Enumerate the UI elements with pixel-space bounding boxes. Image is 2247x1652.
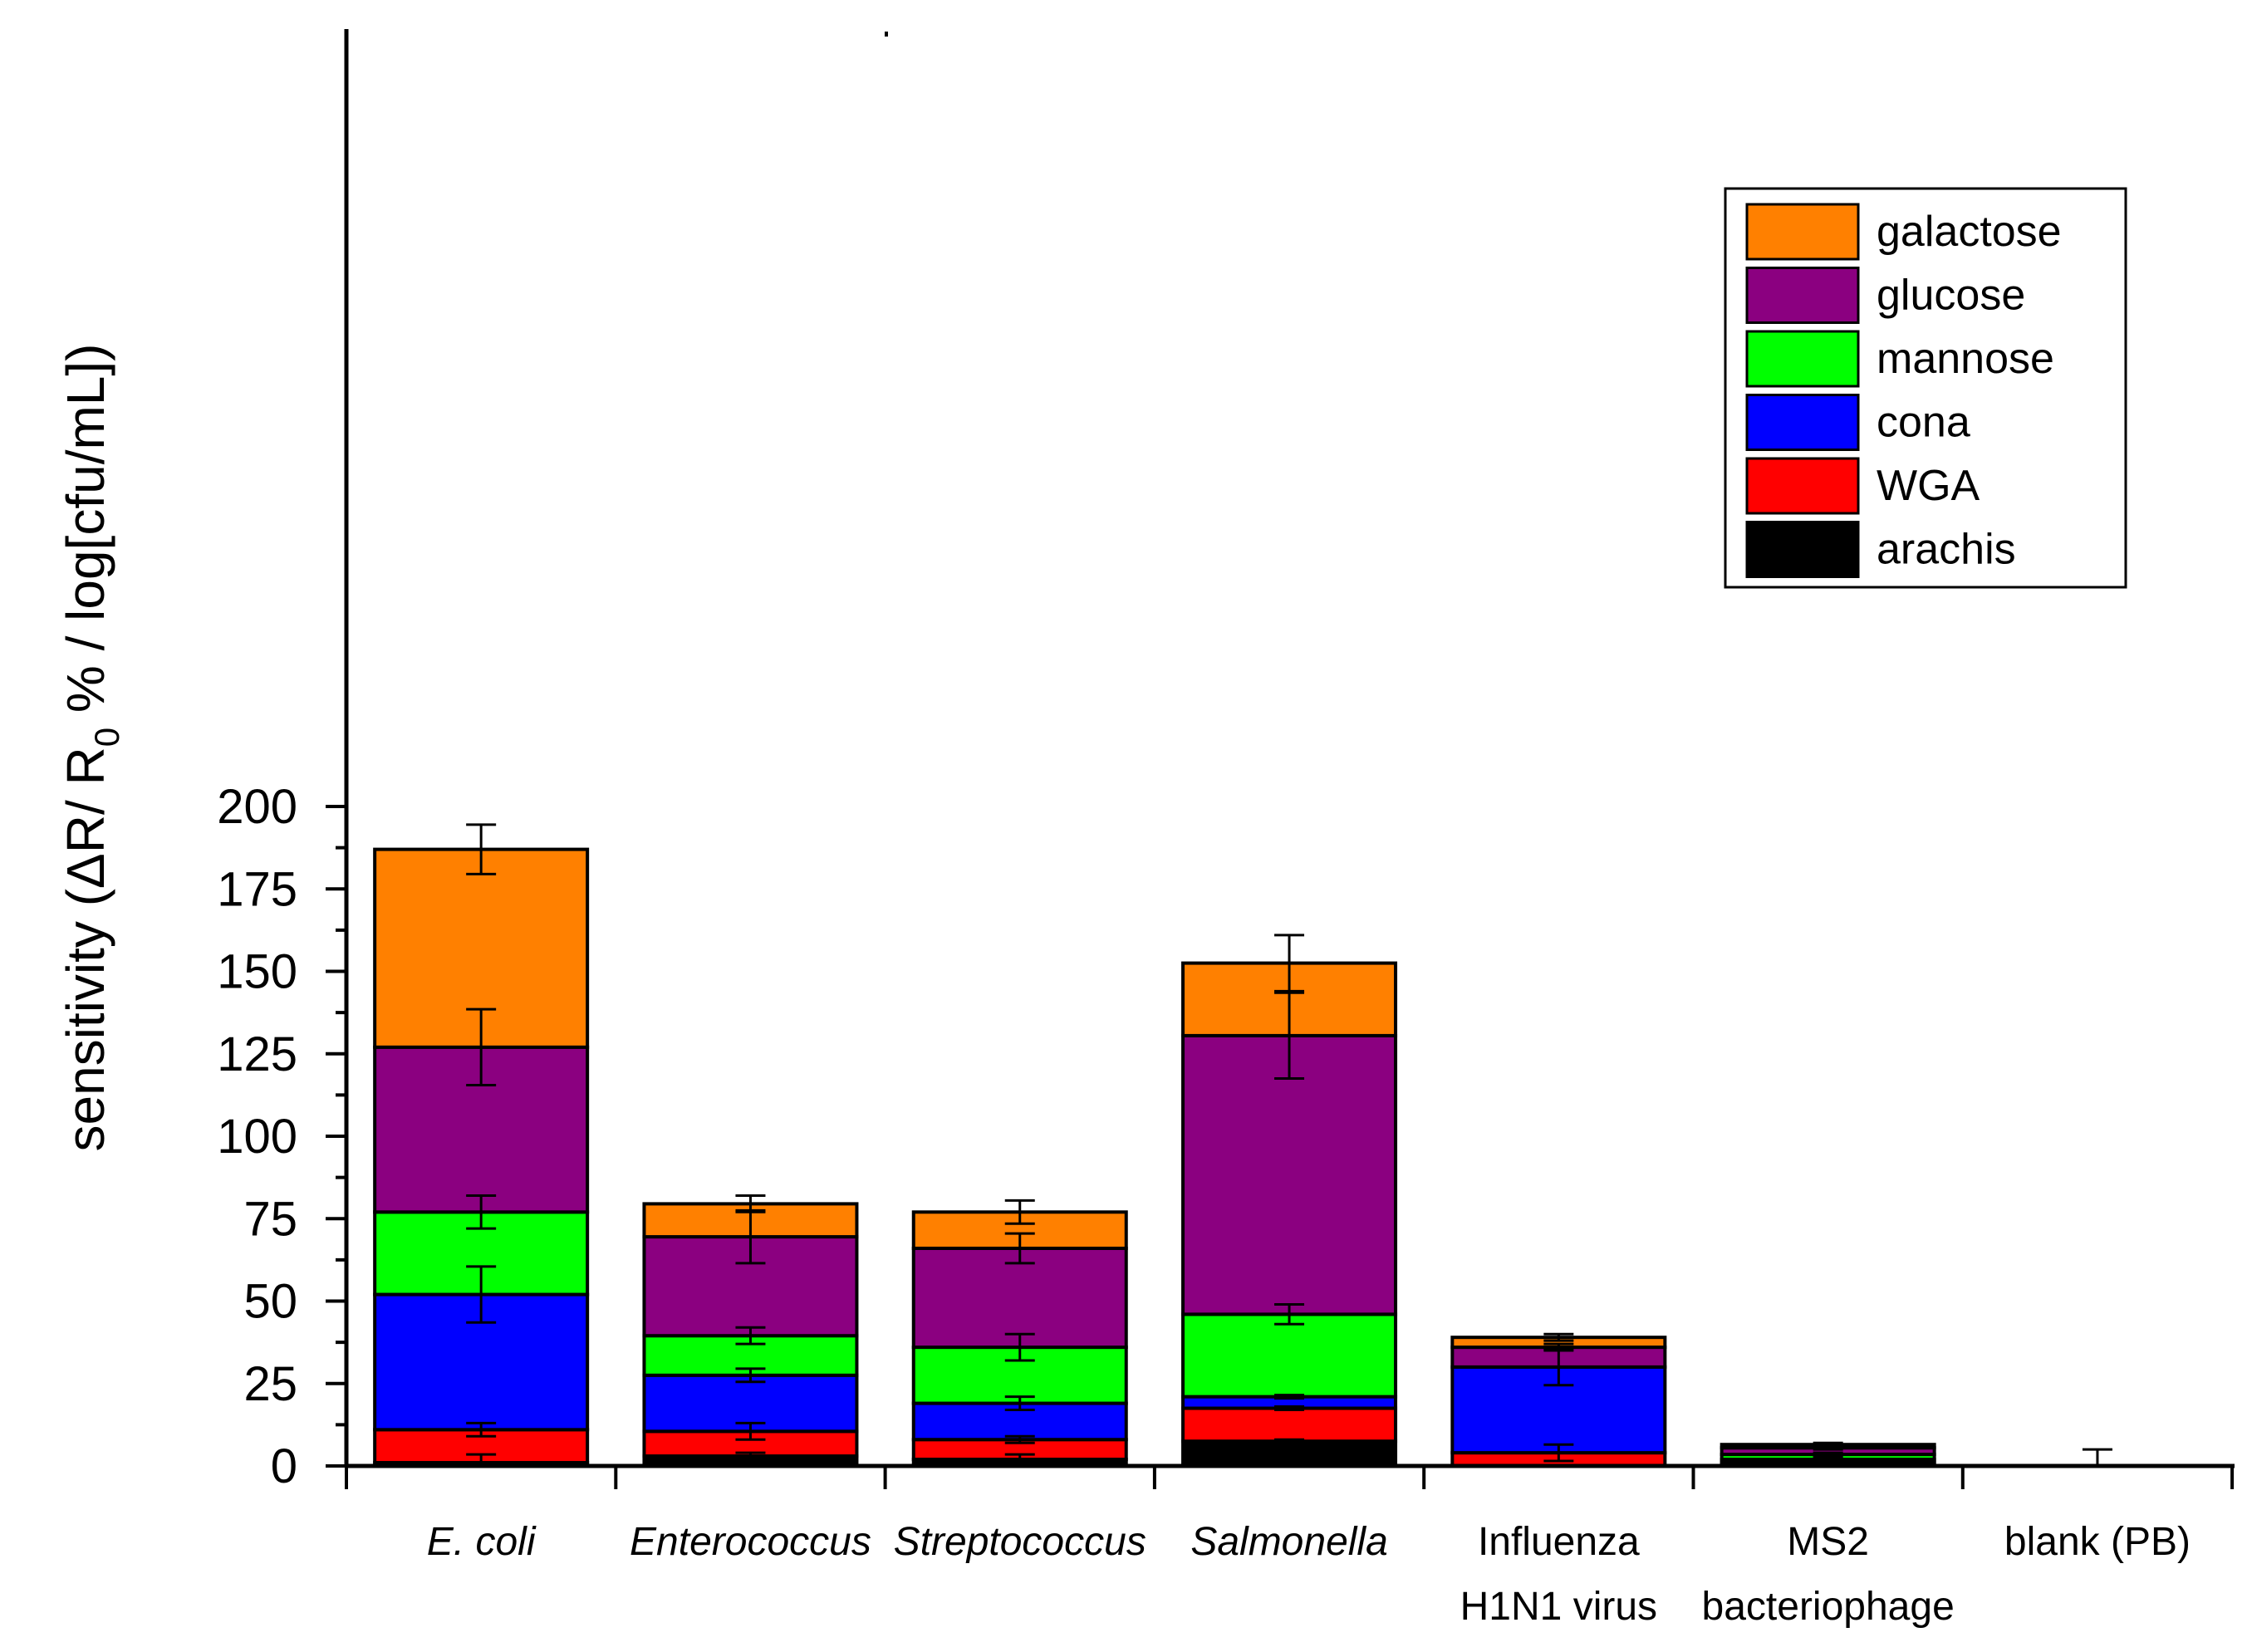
error-bar-wga-enterococcus <box>735 1421 766 1441</box>
error-bar-cona-streptococcus <box>1004 1395 1035 1412</box>
error-bar-wga-influenza-h1n1-virus <box>1543 1443 1574 1463</box>
legend-label-cona: cona <box>1877 399 1970 447</box>
legend-label-glucose: glucose <box>1877 272 2025 320</box>
error-bar-cona-salmonella <box>1274 1394 1305 1400</box>
bar-segment-arachis-salmonella <box>1181 1439 1398 1468</box>
legend-swatch-mannose <box>1745 330 1860 388</box>
error-bar-arachis-salmonella <box>1274 1438 1305 1444</box>
axes-layer <box>344 29 2235 1468</box>
legend-label-galactose: galactose <box>1877 208 2062 256</box>
legend-label-wga: WGA <box>1877 462 1980 510</box>
error-bar-wga-e-coli <box>466 1421 497 1438</box>
legend: galactose glucose mannose cona WGA arachis <box>1724 187 2127 589</box>
y-tick-label: 0 <box>271 1439 297 1493</box>
y-tick-label: 150 <box>217 945 297 999</box>
error-bar-galactose-streptococcus <box>1004 1199 1035 1225</box>
error-bar-glucose-influenza-h1n1-virus <box>1543 1342 1574 1352</box>
legend-swatch-glucose <box>1745 267 1860 324</box>
legend-swatch-arachis <box>1745 521 1860 578</box>
legend-label-arachis: arachis <box>1877 526 2016 574</box>
error-bar-galactose-ms2-bacteriophage <box>1813 1441 1843 1448</box>
legend-label-mannose: mannose <box>1877 335 2054 383</box>
error-bar-galactose-e-coli <box>466 823 497 875</box>
x-category-label: E. coli <box>427 1520 537 1564</box>
bar-segment-glucose-salmonella <box>1181 1033 1398 1316</box>
y-axis-label-prefix: sensitivity (ΔR/ R <box>56 747 115 1151</box>
error-bar-wga-salmonella <box>1274 1405 1305 1412</box>
bars-layer <box>373 847 1936 1468</box>
error-bar-galactose-influenza-h1n1-virus <box>1543 1332 1574 1342</box>
y-axis-label-suffix: % / log[cfu/mL]) <box>56 344 115 728</box>
x-category-label: Influenza <box>1478 1520 1640 1564</box>
x-category-label: bacteriophage <box>1702 1585 1955 1629</box>
error-bar-cona-ms2-bacteriophage <box>1813 1456 1843 1463</box>
error-bar-wga-streptococcus <box>1004 1434 1035 1444</box>
x-ticks-layer <box>345 1466 2235 1489</box>
error-bar-cona-enterococcus <box>735 1367 766 1384</box>
error-bar-mannose-enterococcus <box>735 1326 766 1346</box>
error-bar-mannose-salmonella <box>1274 1302 1305 1326</box>
error-bar-glucose-e-coli <box>466 1007 497 1086</box>
bar-segment-mannose-salmonella <box>1181 1312 1398 1399</box>
x-category-label: H1N1 virus <box>1460 1585 1657 1629</box>
x-category-label: blank (PB) <box>2004 1520 2191 1564</box>
error-bar-mannose-e-coli <box>466 1194 497 1230</box>
y-tick-label: 50 <box>243 1275 297 1329</box>
y-tick-label: 200 <box>217 780 297 834</box>
error-bar-glucose-streptococcus <box>1004 1232 1035 1265</box>
error-bar-cona-e-coli <box>466 1265 497 1324</box>
y-tick-label: 125 <box>217 1027 297 1081</box>
x-category-label: Enterococcus <box>630 1520 871 1564</box>
legend-swatch-cona <box>1745 394 1860 451</box>
legend-swatch-galactose <box>1745 203 1860 261</box>
y-tick-label: 25 <box>243 1357 297 1411</box>
error-bar-galactose-salmonella <box>1274 934 1305 993</box>
x-category-label: Streptococcus <box>894 1520 1146 1564</box>
error-bar-arachis-blank-pb <box>2082 1448 2112 1468</box>
error-bar-arachis-enterococcus <box>735 1451 766 1461</box>
error-bar-glucose-salmonella <box>1274 991 1305 1081</box>
bar-segment-wga-salmonella <box>1181 1406 1398 1444</box>
error-bar-mannose-ms2-bacteriophage <box>1813 1451 1843 1458</box>
x-category-labels: E. coli Enterococcus Streptococcus Salmonel… <box>427 1520 2191 1629</box>
y-tick-label: 100 <box>217 1110 297 1164</box>
error-bar-mannose-streptococcus <box>1004 1332 1035 1362</box>
y-axis-label-subscript: 0 <box>87 728 126 747</box>
y-tick-label: 75 <box>243 1192 297 1246</box>
x-category-label: MS2 <box>1787 1520 1869 1564</box>
x-category-label: Salmonella <box>1190 1520 1387 1564</box>
y-tick-label: 175 <box>217 862 297 916</box>
y-axis-label: sensitivity (ΔR/ R0 % / log[cfu/mL]) <box>56 344 126 1152</box>
y-ticks-layer: 0 25 50 75 100 125 150 175 200 <box>217 780 346 1493</box>
error-bar-galactose-enterococcus <box>735 1194 766 1213</box>
legend-swatch-wga <box>1745 457 1860 515</box>
